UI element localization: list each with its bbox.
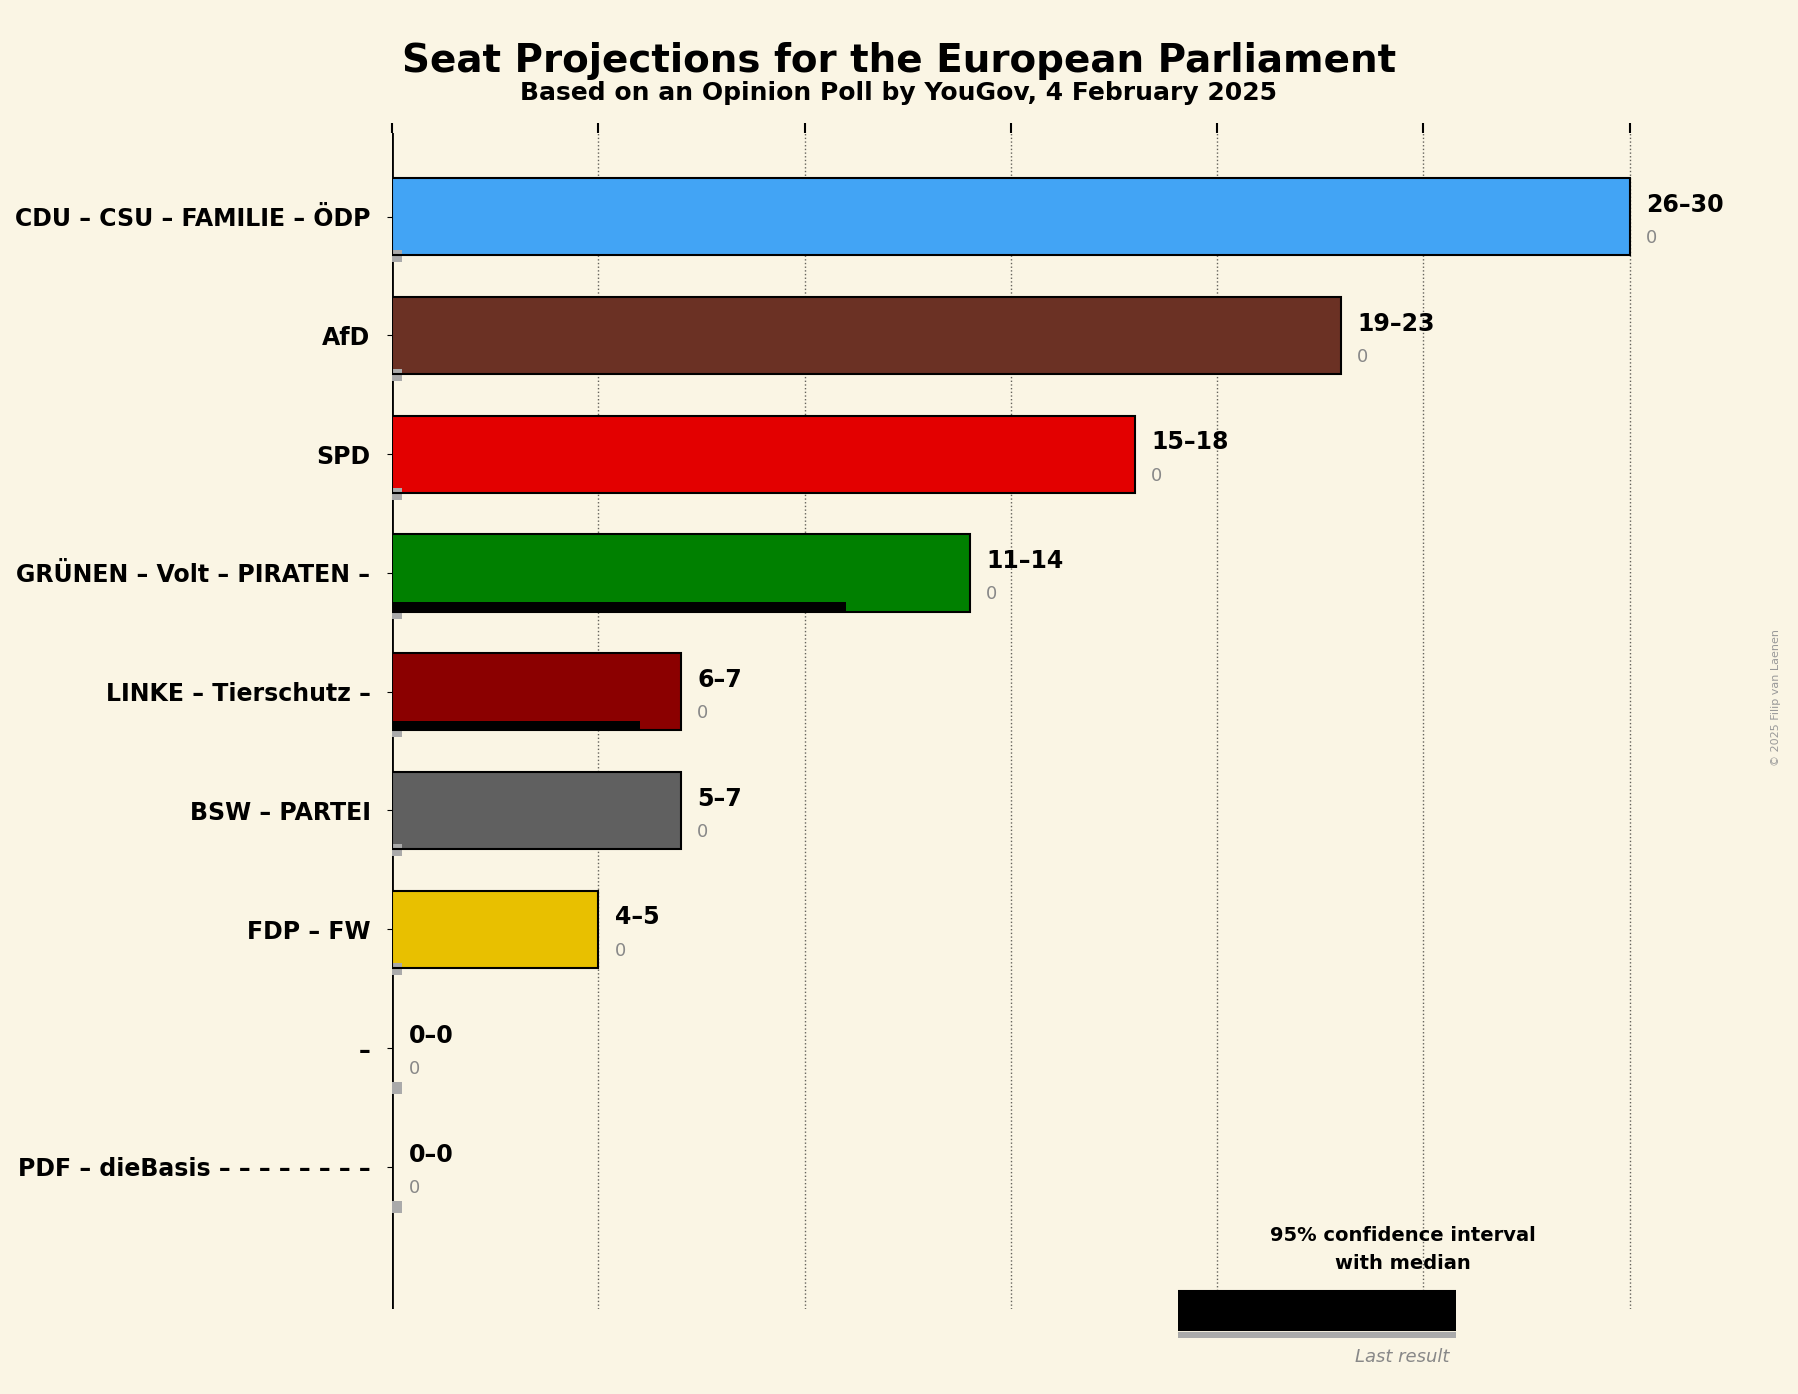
Bar [1178, 1291, 1345, 1330]
Bar [392, 415, 1135, 492]
Bar [599, 772, 681, 849]
Text: 26–30: 26–30 [1647, 192, 1724, 216]
Text: 0: 0 [408, 1179, 419, 1197]
Bar [392, 178, 1465, 255]
Bar [557, 891, 599, 967]
Text: 0: 0 [408, 1061, 419, 1079]
Text: 19–23: 19–23 [1357, 311, 1435, 336]
Text: 0: 0 [985, 585, 998, 604]
Bar [1465, 178, 1629, 255]
Bar [392, 1200, 403, 1213]
Bar [392, 845, 403, 856]
Text: 6–7: 6–7 [698, 668, 743, 691]
Bar [392, 654, 640, 730]
Bar [1178, 1291, 1456, 1330]
Bar [392, 297, 1341, 374]
Bar [392, 1082, 403, 1094]
Bar [392, 534, 845, 612]
Text: Seat Projections for the European Parliament: Seat Projections for the European Parlia… [403, 42, 1395, 79]
Text: 0–0: 0–0 [408, 1143, 453, 1167]
Bar [1345, 1291, 1456, 1330]
Bar [392, 772, 681, 849]
Bar [392, 369, 403, 381]
Bar [392, 602, 845, 612]
Bar [392, 178, 1629, 255]
Bar [392, 488, 403, 500]
Text: 0–0: 0–0 [408, 1025, 453, 1048]
Text: 0: 0 [1357, 347, 1368, 365]
Bar [392, 963, 403, 974]
Bar [392, 654, 681, 730]
Bar [392, 251, 403, 262]
Bar [1178, 1331, 1456, 1338]
Text: 15–18: 15–18 [1151, 431, 1228, 454]
Bar [1010, 415, 1135, 492]
Bar [845, 534, 969, 612]
Bar [392, 891, 557, 967]
Text: Based on an Opinion Poll by YouGov, 4 February 2025: Based on an Opinion Poll by YouGov, 4 Fe… [520, 81, 1278, 105]
Bar [392, 725, 403, 737]
Text: 95% confidence interval: 95% confidence interval [1269, 1225, 1535, 1245]
Text: 11–14: 11–14 [985, 549, 1063, 573]
Bar [392, 606, 403, 619]
Bar [392, 415, 1010, 492]
Text: 0: 0 [698, 822, 708, 841]
Bar [640, 654, 681, 730]
Text: 0: 0 [698, 704, 708, 722]
Text: 0: 0 [1151, 467, 1162, 485]
Text: 4–5: 4–5 [615, 905, 660, 930]
Bar [392, 772, 599, 849]
Text: Last result: Last result [1356, 1348, 1449, 1366]
Text: © 2025 Filip van Laenen: © 2025 Filip van Laenen [1771, 629, 1782, 765]
Bar [392, 721, 640, 730]
Text: with median: with median [1334, 1253, 1471, 1273]
Bar [1176, 297, 1341, 374]
Bar [392, 297, 1176, 374]
Bar [392, 534, 969, 612]
Bar [392, 891, 599, 967]
Text: 0: 0 [615, 941, 626, 959]
Text: 0: 0 [1647, 229, 1658, 247]
Text: 5–7: 5–7 [698, 786, 743, 810]
